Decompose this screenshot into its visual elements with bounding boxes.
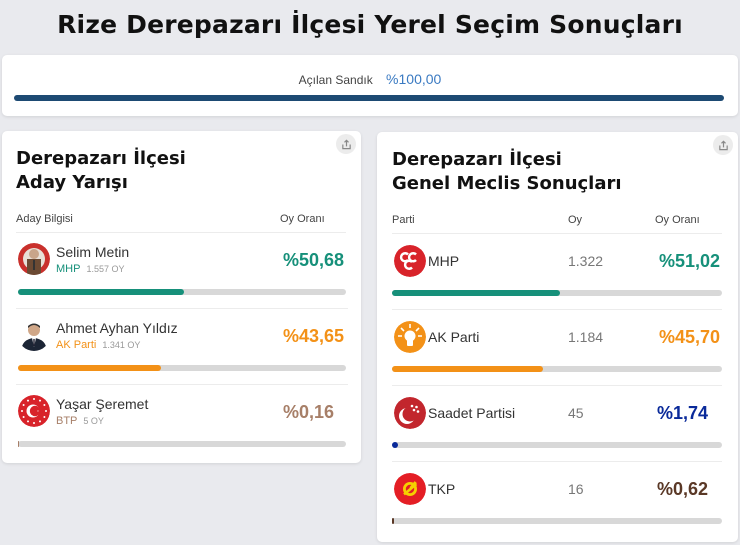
vote-bar-fill <box>392 290 561 296</box>
vote-bar-fill <box>18 441 19 447</box>
ak-parti-logo-icon <box>394 321 426 353</box>
vote-bar-fill <box>392 366 543 372</box>
party-percentage: %45,70 <box>658 327 720 347</box>
candidate-meta: MHP 1.557 OY <box>56 263 124 275</box>
candidate-row[interactable]: Yaşar Şeremet BTP 5 OY %0,16 <box>16 385 348 461</box>
vote-bar <box>392 518 722 524</box>
race-title: Derepazarı İlçesi Aday Yarışı <box>16 147 186 195</box>
mhp-logo-icon <box>394 245 426 277</box>
col-share-header: Oy Oranı <box>280 213 325 225</box>
col-candidate-header: Aday Bilgisi <box>16 213 73 225</box>
candidate-name: Selim Metin <box>56 244 130 260</box>
vote-bar <box>392 290 722 296</box>
candidate-votes: 5 OY <box>83 416 104 426</box>
vote-bar <box>18 289 346 295</box>
candidate-race-card: Derepazarı İlçesi Aday Yarışı Aday Bilgi… <box>2 131 361 463</box>
council-title-line2: Genel Meclis Sonuçları <box>392 173 622 194</box>
vote-bar-fill <box>18 365 162 371</box>
party-name: TKP <box>428 481 456 497</box>
row-divider <box>392 461 722 462</box>
ballot-value: %100,00 <box>386 71 442 87</box>
vote-bar-fill <box>18 289 185 295</box>
vote-bar <box>18 441 346 447</box>
ballot-label-row: Açılan Sandık %100,00 <box>2 71 738 87</box>
candidate-avatar <box>18 243 50 275</box>
header-divider <box>16 232 346 233</box>
ballot-progress-card: Açılan Sandık %100,00 <box>2 55 738 116</box>
candidate-percentage: %43,65 <box>282 326 344 346</box>
share-button[interactable] <box>713 135 733 155</box>
party-row[interactable]: AK Parti 1.184 %45,70 <box>392 310 722 386</box>
row-divider <box>16 308 348 309</box>
candidate-meta: BTP 5 OY <box>56 415 104 427</box>
party-row[interactable]: Saadet Partisi 45 %1,74 <box>392 386 722 462</box>
saadet-logo-icon <box>394 397 426 429</box>
party-name: MHP <box>428 253 460 269</box>
share-icon <box>341 138 351 149</box>
party-votes: 1.322 <box>568 253 604 269</box>
candidate-percentage: %50,68 <box>282 250 344 270</box>
vote-bar-fill <box>392 518 395 524</box>
party-percentage: %51,02 <box>658 251 720 271</box>
share-button[interactable] <box>336 134 356 154</box>
share-icon <box>718 139 728 150</box>
row-divider <box>392 385 722 386</box>
candidate-row[interactable]: Selim Metin MHP 1.557 OY %50,68 <box>16 233 348 309</box>
race-title-line2: Aday Yarışı <box>16 172 128 193</box>
council-results-card: Derepazarı İlçesi Genel Meclis Sonuçları… <box>377 132 738 542</box>
party-percentage: %0,62 <box>656 479 708 499</box>
party-votes: 1.184 <box>568 329 604 345</box>
tkp-logo-icon <box>394 473 426 505</box>
party-row[interactable]: MHP 1.322 %51,02 <box>392 234 722 310</box>
row-divider <box>16 384 348 385</box>
candidate-votes: 1.341 OY <box>102 340 141 350</box>
council-title-line1: Derepazarı İlçesi <box>392 149 562 170</box>
page-title: Rize Derepazarı İlçesi Yerel Seçim Sonuç… <box>57 10 683 39</box>
candidate-avatar <box>18 319 50 351</box>
col-votes-header: Oy <box>568 214 583 226</box>
race-title-line1: Derepazarı İlçesi <box>16 148 186 169</box>
col-share-header: Oy Oranı <box>655 214 700 226</box>
candidate-votes: 1.557 OY <box>86 264 125 274</box>
party-votes: 45 <box>568 405 584 421</box>
header-divider <box>392 233 722 234</box>
party-name: Saadet Partisi <box>428 405 516 421</box>
party-name: AK Parti <box>428 329 480 345</box>
row-divider <box>392 309 722 310</box>
vote-bar <box>18 365 346 371</box>
vote-bar <box>392 442 722 448</box>
vote-bar-fill <box>392 442 398 448</box>
council-title: Derepazarı İlçesi Genel Meclis Sonuçları <box>392 148 622 196</box>
candidate-meta: AK Parti 1.341 OY <box>56 339 140 351</box>
candidate-avatar <box>18 395 50 427</box>
party-percentage: %1,74 <box>656 403 708 423</box>
candidate-party: AK Parti <box>56 339 97 351</box>
ballot-label: Açılan Sandık <box>298 73 373 87</box>
party-votes: 16 <box>568 481 584 497</box>
candidate-name: Yaşar Şeremet <box>56 396 149 412</box>
vote-bar <box>392 366 722 372</box>
candidate-name: Ahmet Ayhan Yıldız <box>56 320 178 336</box>
candidate-row[interactable]: Ahmet Ayhan Yıldız AK Parti 1.341 OY %43,… <box>16 309 348 385</box>
party-row[interactable]: TKP 16 %0,62 <box>392 462 722 538</box>
candidate-party: BTP <box>56 415 78 427</box>
candidate-percentage: %0,16 <box>282 402 334 422</box>
ballot-progress-bar <box>14 95 724 101</box>
col-party-header: Parti <box>392 214 415 226</box>
candidate-party: MHP <box>56 263 81 275</box>
